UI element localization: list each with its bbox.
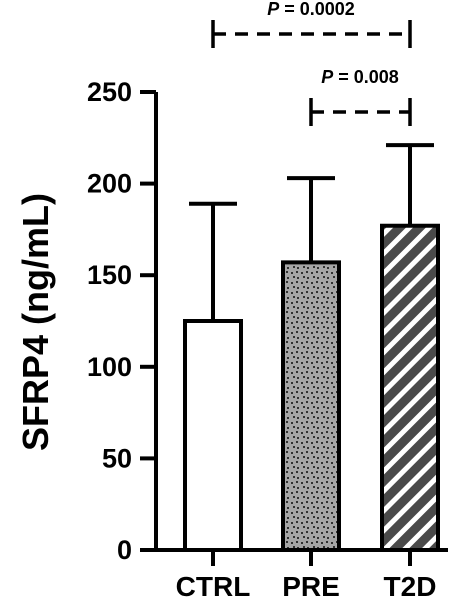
y-tick-label: 100: [87, 352, 132, 382]
y-tick-label: 200: [87, 169, 132, 199]
y-axis-label: SFRP4 (ng/mL): [15, 193, 56, 451]
significance-bracket-ctrl-t2d: P = 0.0002: [211, 0, 412, 48]
y-tick-label: 150: [87, 260, 132, 290]
y-tick-label: 250: [87, 77, 132, 107]
p-value-pre-t2d: P = 0.008: [321, 67, 399, 87]
bar-ctrl: [183, 319, 243, 552]
p-value-ctrl-t2d: P = 0.0002: [267, 0, 355, 19]
bar-pre: [281, 260, 341, 552]
significance-bracket-pre-t2d: P = 0.008: [309, 67, 412, 126]
category-label-pre: PRE: [282, 571, 340, 602]
y-tick-label: 50: [102, 443, 132, 473]
category-label-t2d: T2D: [384, 571, 437, 602]
category-label-ctrl: CTRL: [176, 571, 251, 602]
y-tick-label: 0: [117, 535, 132, 565]
bar-t2d: [380, 223, 440, 552]
